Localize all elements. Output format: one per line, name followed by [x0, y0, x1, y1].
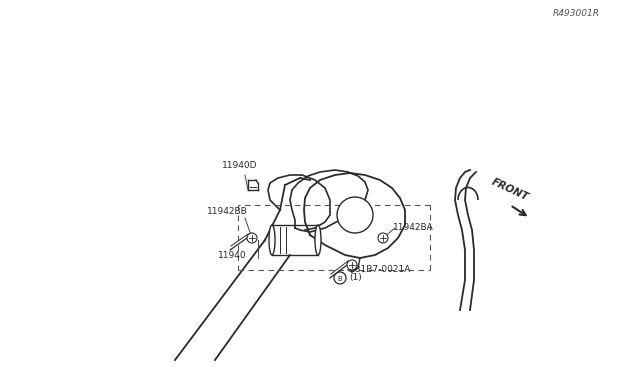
Text: (1): (1) — [349, 273, 362, 282]
Text: R493001R: R493001R — [553, 9, 600, 18]
Text: B: B — [338, 276, 342, 282]
Circle shape — [247, 233, 257, 243]
Text: 081B7-0021A: 081B7-0021A — [349, 265, 410, 274]
Text: FRONT: FRONT — [490, 177, 531, 203]
Ellipse shape — [315, 225, 321, 255]
Circle shape — [378, 233, 388, 243]
Ellipse shape — [269, 225, 275, 255]
Text: 11942BA: 11942BA — [393, 223, 434, 232]
Circle shape — [347, 260, 357, 270]
Circle shape — [337, 197, 373, 233]
Text: 11942BB: 11942BB — [207, 207, 248, 216]
Text: 11940D: 11940D — [222, 161, 257, 170]
Text: 11940: 11940 — [218, 251, 246, 260]
